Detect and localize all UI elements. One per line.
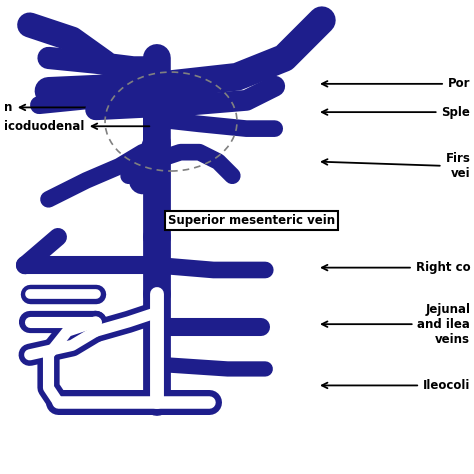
Text: Por: Por bbox=[322, 77, 470, 91]
Text: n: n bbox=[4, 101, 149, 114]
Text: Sple: Sple bbox=[322, 106, 470, 118]
Text: icoduodenal: icoduodenal bbox=[4, 120, 149, 133]
Text: Jejunal
and ilea
veins: Jejunal and ilea veins bbox=[322, 303, 470, 346]
Text: Superior mesenteric vein: Superior mesenteric vein bbox=[168, 214, 335, 227]
Text: Firs
vei: Firs vei bbox=[322, 152, 470, 180]
Text: Right co: Right co bbox=[322, 261, 470, 274]
Text: Ileocoli: Ileocoli bbox=[322, 379, 470, 392]
